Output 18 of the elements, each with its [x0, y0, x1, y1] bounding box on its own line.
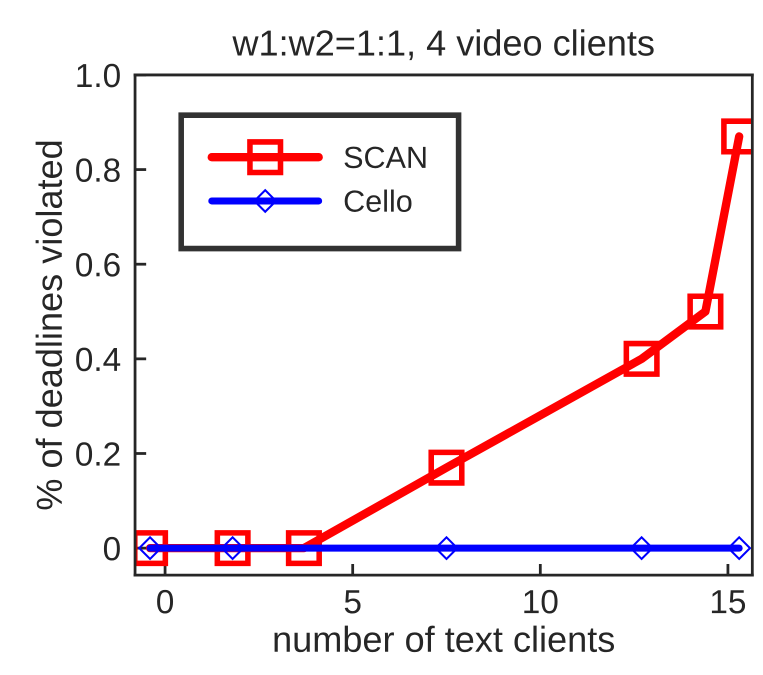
point: [624, 340, 660, 377]
point: [687, 293, 724, 330]
x-tick-label: 10: [524, 590, 558, 614]
y-tick-label: 0.8: [76, 158, 120, 182]
point: [428, 450, 465, 486]
y-tick-label: 0.4: [76, 348, 120, 372]
x-tick-label: 0: [157, 590, 174, 614]
x-tick-label: 5: [344, 590, 361, 614]
x-axis-title: number of text clients: [274, 626, 614, 652]
chart-title: w1:w2=1:1, 4 video clients: [232, 29, 654, 60]
legend-label: SCAN: [344, 146, 426, 168]
y-axis-title: % of deadlines violated: [36, 142, 62, 510]
legend-label: Cello: [344, 190, 412, 212]
x-tick-label: 15: [712, 590, 746, 614]
y-tick-label: 1.0: [77, 64, 120, 88]
y-tick-label: 0: [104, 536, 120, 561]
y-tick-label: 0.6: [76, 253, 120, 277]
y-tick-label: 0.2: [76, 442, 120, 466]
